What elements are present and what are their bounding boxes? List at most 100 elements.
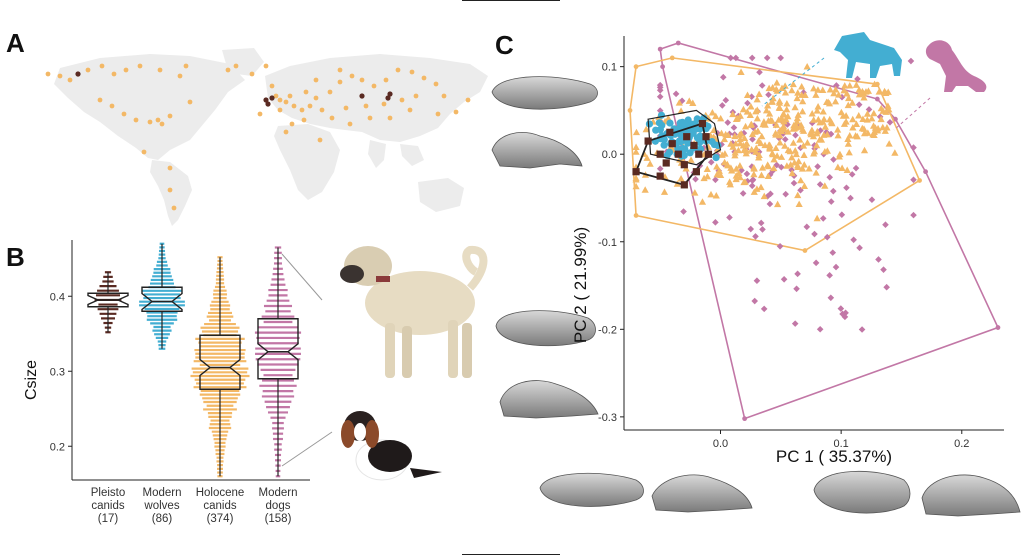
map-site-holocene (283, 99, 289, 105)
pca-point-dog (880, 266, 887, 273)
pca-point-dog (773, 161, 781, 169)
pca-point-holocene (764, 162, 773, 170)
pca-point-dog (811, 230, 818, 238)
pca-point-holocene (739, 105, 748, 113)
boxplot-group-count: (374) (207, 513, 234, 525)
pca-point-holocene (799, 97, 807, 105)
pca-point-holocene (783, 99, 791, 107)
boxplot-group-label2: canids (203, 500, 236, 512)
map-site-holocene (395, 67, 401, 73)
pca-point-wolf (700, 114, 708, 122)
pca-point-wolf (681, 145, 689, 153)
pca-point-holocene (743, 108, 751, 115)
pca-point-dog (868, 196, 876, 203)
pca-point-dog (672, 90, 680, 98)
pca-point-holocene (776, 138, 784, 146)
map-site-holocene (97, 97, 103, 103)
large-dog-leg-1 (385, 323, 395, 378)
pca-point-holocene (698, 198, 707, 205)
pca-point-pleisto (680, 181, 688, 189)
pca-point-holocene (875, 88, 883, 95)
pca-xtick-label: 0.2 (954, 438, 969, 450)
pca-point-holocene (721, 150, 729, 157)
pca-point-dog (719, 73, 727, 81)
pca-point-holocene (737, 68, 745, 75)
large-dog-collar (376, 276, 390, 282)
boxplot-group-label2: dogs (266, 500, 291, 512)
pca-point-dog (843, 184, 850, 192)
pca-point-holocene (713, 163, 721, 170)
map-site-holocene (441, 93, 447, 99)
pca-point-holocene (772, 85, 780, 93)
boxplot-ytick-label: 0.4 (50, 291, 65, 303)
pca-point-holocene (632, 174, 640, 182)
pca-point-holocene (789, 139, 798, 146)
pca-point-holocene (734, 146, 743, 154)
pca-point-holocene (741, 122, 750, 130)
pca-point-holocene (768, 98, 776, 105)
pca-point-holocene (794, 89, 802, 96)
pca-point-holocene (768, 117, 776, 124)
pca-point-holocene (834, 163, 842, 171)
pca-point-dog (730, 124, 738, 131)
pca-point-dog (656, 165, 664, 173)
leader-line-small (281, 431, 333, 467)
top-rule-bottom (462, 554, 560, 555)
pca-point-dog (841, 313, 849, 321)
pca-point-holocene (813, 107, 821, 114)
pca-point-dog (743, 170, 751, 178)
pca-point-holocene (795, 157, 803, 165)
pca-ytick-label: 0.1 (602, 62, 617, 74)
map-india (368, 140, 386, 168)
boxplot-group-count: (158) (265, 513, 292, 525)
pca-point-holocene (877, 115, 885, 123)
skull-side-view-4 (921, 474, 1021, 517)
pca-point-dog (782, 190, 789, 198)
world-map (45, 48, 488, 226)
pca-point-dog (882, 221, 889, 229)
boxplot-xlabels: Pleistocanids(17)Modernwolves(86)Holocen… (91, 487, 298, 525)
pca-point-holocene (731, 149, 739, 156)
wolf-icon (834, 32, 902, 78)
pca-point-holocene (859, 115, 867, 123)
pca-point-dog (692, 175, 699, 183)
map-site-holocene (147, 119, 153, 125)
pca-point-dog (832, 263, 840, 271)
pca-point-holocene (798, 91, 806, 98)
pca-point-dog (726, 214, 733, 221)
map-se-asia (400, 144, 424, 166)
pca-point-holocene (817, 136, 826, 143)
csize-boxplot: Csize 0.20.30.4 Pleistocanids(17)Modernw… (23, 240, 310, 525)
pca-point-holocene (740, 134, 749, 142)
pca-point-holocene (852, 81, 860, 88)
pca-point-holocene (677, 175, 685, 182)
pca-point-holocene (849, 123, 857, 131)
map-site-pleisto (265, 101, 271, 107)
map-site-holocene (337, 67, 343, 73)
pca-point-dog (680, 208, 687, 215)
map-site-holocene (383, 77, 389, 83)
pca-point-holocene (831, 97, 840, 105)
pca-point-dog (790, 179, 798, 187)
pca-point-dog (722, 96, 730, 104)
top-rule-left (462, 0, 560, 1)
map-south-america (150, 160, 192, 226)
map-site-holocene (67, 77, 73, 83)
pca-point-holocene (863, 110, 872, 117)
panel-label-c: C (495, 30, 514, 60)
pca-point-holocene (800, 182, 809, 190)
pca-point-pleisto (656, 172, 664, 180)
pca-point-holocene (747, 102, 755, 110)
pca-hull-vertex (675, 40, 681, 46)
pca-point-dog (829, 187, 837, 195)
map-site-holocene (85, 67, 91, 73)
pca-point-holocene (793, 118, 801, 125)
large-dog-photo (340, 245, 488, 378)
pca-point-holocene (783, 105, 791, 113)
pca-point-holocene (841, 82, 849, 89)
pca-point-pleisto (680, 161, 688, 169)
panel-label-a: A (6, 28, 25, 58)
small-dog-ear-left (341, 420, 355, 448)
boxplot-group-label2: wolves (143, 500, 179, 512)
pca-point-holocene (750, 188, 758, 195)
